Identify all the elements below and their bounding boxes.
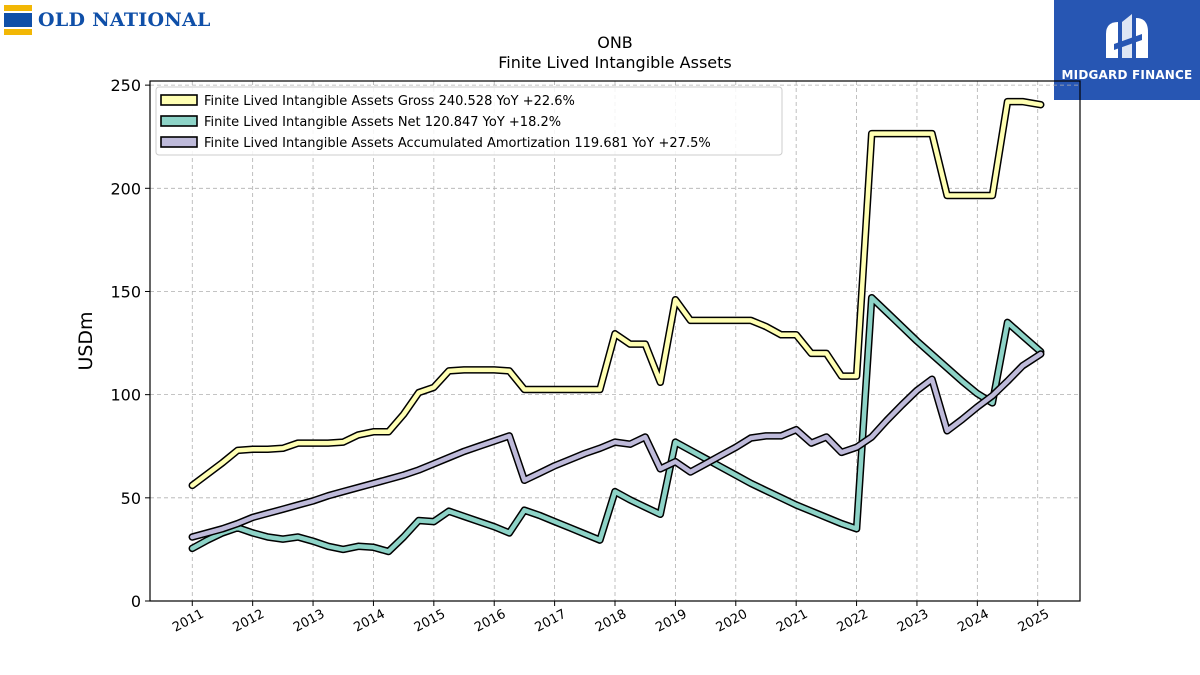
- y-tick-label: 0: [131, 592, 141, 611]
- legend-label-3: Finite Lived Intangible Assets Accumulat…: [204, 136, 711, 151]
- y-tick-label: 250: [110, 76, 141, 95]
- series-line-3: [190, 351, 1043, 540]
- x-tick-label: 2014: [351, 607, 387, 636]
- legend: Finite Lived Intangible Assets Gross 240…: [155, 86, 783, 156]
- x-axis-ticks: 2011 2012 2013 2014 2015 2016 2017 2018 2019 2020…: [170, 601, 1052, 635]
- x-tick-label: 2025: [1016, 607, 1052, 636]
- y-tick-label: 200: [110, 179, 141, 198]
- chart-subtitle: Finite Lived Intangible Assets: [498, 53, 731, 72]
- x-tick-label: 2022: [835, 607, 871, 636]
- legend-label-2: Finite Lived Intangible Assets Net 120.8…: [204, 115, 561, 130]
- series-outline-1: [188, 97, 1045, 490]
- x-tick-label: 2017: [533, 607, 569, 636]
- x-tick-label: 2011: [170, 607, 206, 636]
- legend-swatch-1: [160, 94, 198, 106]
- chart-title: ONB: [597, 33, 633, 52]
- legend-swatch-3: [160, 136, 198, 148]
- midgard-finance-logo-mark: [1106, 14, 1148, 58]
- y-axis-label: USDm: [75, 311, 97, 370]
- old-national-logo-text: OLD NATIONAL: [38, 9, 211, 31]
- x-tick-label: 2018: [593, 607, 629, 636]
- x-tick-label: 2013: [291, 607, 327, 636]
- old-national-logo: OLD NATIONAL: [4, 4, 211, 36]
- series-lines: [188, 97, 1045, 556]
- y-tick-label: 150: [110, 282, 141, 301]
- x-tick-label: 2012: [231, 607, 267, 636]
- x-tick-label: 2015: [412, 607, 448, 636]
- x-tick-label: 2020: [714, 607, 750, 636]
- series-line-1: [190, 99, 1043, 488]
- midgard-finance-logo-text: MIDGARD FINANCE: [1061, 68, 1193, 82]
- series-line-2: [190, 295, 1043, 554]
- x-tick-label: 2016: [472, 607, 508, 636]
- old-national-logo-mark: [4, 5, 32, 35]
- y-tick-label: 50: [121, 489, 141, 508]
- legend-box: [155, 86, 783, 156]
- x-tick-label: 2023: [895, 607, 931, 636]
- x-tick-label: 2024: [955, 607, 991, 636]
- midgard-finance-logo: MIDGARD FINANCE: [1054, 0, 1200, 100]
- legend-swatch-2: [160, 115, 198, 127]
- x-tick-label: 2021: [774, 607, 810, 636]
- y-tick-label: 100: [110, 386, 141, 405]
- y-axis-ticks: 0 50 100 150 200 250: [110, 76, 150, 611]
- x-tick-label: 2019: [653, 607, 689, 636]
- legend-label-1: Finite Lived Intangible Assets Gross 240…: [204, 94, 575, 109]
